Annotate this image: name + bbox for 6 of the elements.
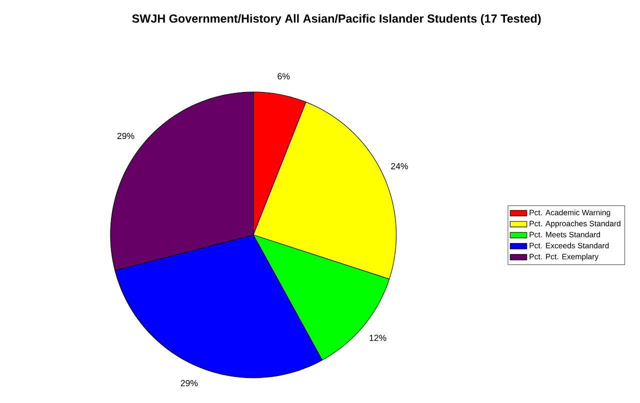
data-label: 6%: [278, 73, 290, 80]
data-label: 29%: [117, 132, 134, 139]
chart-title: SWJH Government/History All Asian/Pacific Islander Students (17 Tested): [132, 14, 541, 25]
data-label: 24%: [391, 162, 408, 170]
data-label: 29%: [180, 380, 198, 386]
data-label: 12%: [370, 334, 386, 341]
